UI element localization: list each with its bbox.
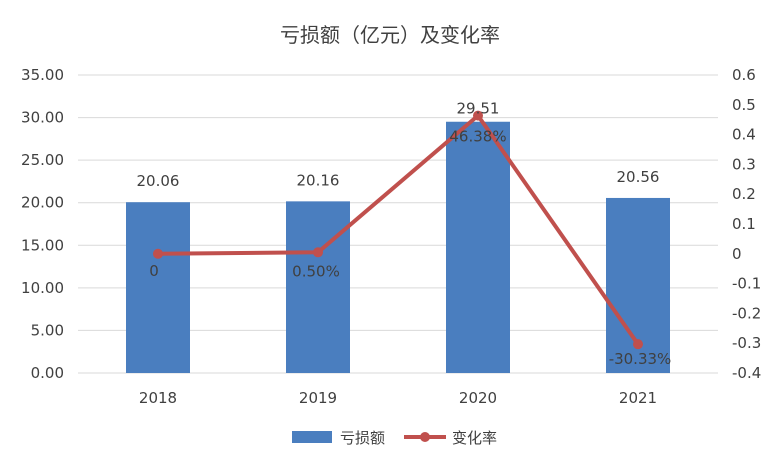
right-axis-tick-label: 0 <box>732 245 742 263</box>
line-data-label: 0 <box>149 262 159 280</box>
bar-data-label: 20.06 <box>137 172 180 190</box>
right-axis-tick-label: 0.2 <box>732 185 756 203</box>
bar-series <box>126 121 670 373</box>
right-axis-tick-label: 0.1 <box>732 215 756 233</box>
right-axis-tick-label: 0.6 <box>732 66 756 84</box>
x-axis-tick-label: 2021 <box>619 389 657 407</box>
right-axis-tick-label: -0.2 <box>732 304 761 322</box>
bar-2018 <box>126 202 190 373</box>
right-axis-tick-label: 0.5 <box>732 96 756 114</box>
line-series <box>153 110 643 350</box>
bar-data-label: 20.16 <box>297 171 340 189</box>
bar-2020 <box>446 121 510 373</box>
change-rate-point-2019 <box>313 247 323 258</box>
line-data-label: 46.38% <box>449 128 506 146</box>
left-axis-tick-label: 5.00 <box>31 321 64 339</box>
left-axis-tick-label: 30.00 <box>21 109 64 127</box>
right-axis-tick-label: -0.3 <box>732 334 761 352</box>
data-labels: 20.06 20.16 29.51 20.56 0 0.50% 46.38% -30.33% <box>137 100 672 368</box>
left-axis-tick-label: 20.00 <box>21 194 64 212</box>
right-axis-tick-label: 0.3 <box>732 155 756 173</box>
line-data-label: -30.33% <box>609 350 672 368</box>
x-axis-tick-label: 2020 <box>459 389 497 407</box>
change-rate-point-2018 <box>153 248 163 259</box>
x-axis-tick-label: 2018 <box>139 389 177 407</box>
change-rate-point-2020 <box>473 110 483 121</box>
right-axis-tick-label: -0.1 <box>732 275 761 293</box>
left-axis-ticks: 0.00 5.00 10.00 15.00 20.00 25.00 30.00 35.00 <box>21 66 64 382</box>
legend-swatch-bar <box>292 431 332 443</box>
left-axis-tick-label: 35.00 <box>21 66 64 84</box>
legend: 亏损额 变化率 <box>292 429 497 447</box>
bar-data-label: 29.51 <box>457 100 500 118</box>
left-axis-tick-label: 25.00 <box>21 151 64 169</box>
left-axis-tick-label: 10.00 <box>21 279 64 297</box>
legend-label-bar: 亏损额 <box>340 429 385 447</box>
change-rate-point-2021 <box>633 339 643 350</box>
left-axis-tick-label: 0.00 <box>31 364 64 382</box>
left-axis-tick-label: 15.00 <box>21 236 64 254</box>
x-axis-ticks: 2018 2019 2020 2021 <box>139 389 657 407</box>
bar-2019 <box>286 201 350 373</box>
bar-data-label: 20.56 <box>617 168 660 186</box>
right-axis-tick-label: -0.4 <box>732 364 761 382</box>
chart-title: 亏损额（亿元）及变化率 <box>280 23 500 47</box>
right-axis-ticks: -0.4 -0.3 -0.2 -0.1 0 0.1 0.2 0.3 0.4 0.5 0.6 <box>732 66 761 382</box>
legend-swatch-marker <box>420 432 430 442</box>
line-data-label: 0.50% <box>292 262 340 280</box>
x-axis-tick-label: 2019 <box>299 389 337 407</box>
change-rate-line <box>157 113 640 346</box>
right-axis-tick-label: 0.4 <box>732 126 756 144</box>
legend-label-line: 变化率 <box>452 429 497 447</box>
